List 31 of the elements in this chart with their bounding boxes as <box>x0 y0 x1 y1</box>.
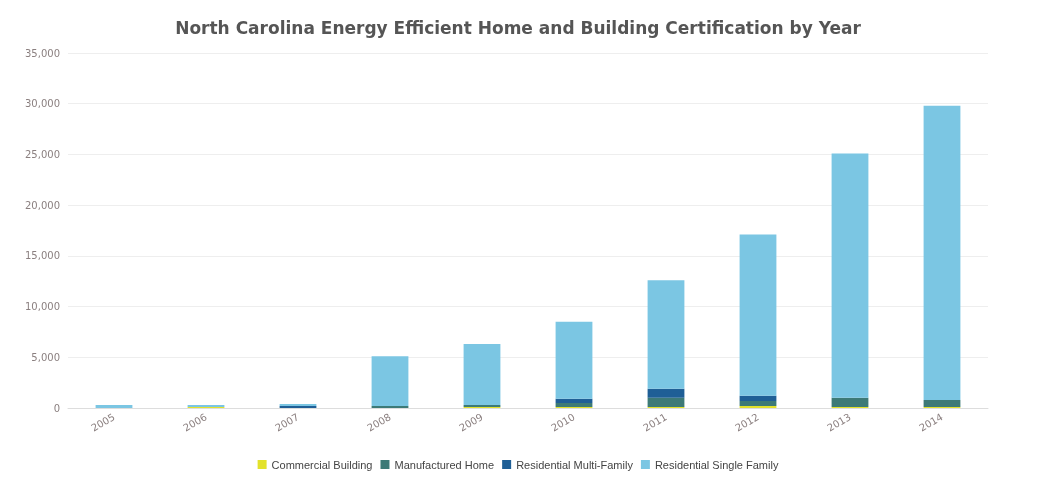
y-tick-label: 25,000 <box>25 148 60 160</box>
y-tick-label: 20,000 <box>25 199 60 211</box>
bar <box>555 321 593 399</box>
y-tick-label: 5,000 <box>31 351 60 363</box>
bar <box>739 395 777 401</box>
y-tick-label: 10,000 <box>25 301 60 313</box>
y-tick-label: 30,000 <box>25 98 60 110</box>
legend-label: Residential Multi-Family <box>516 458 634 471</box>
legend-label: Manufactured Home <box>394 458 495 471</box>
bar <box>95 404 133 408</box>
bar <box>555 402 593 407</box>
bar <box>463 344 501 405</box>
bar <box>923 399 961 407</box>
legend-label: Commercial Building <box>271 458 373 471</box>
y-tick-label: 35,000 <box>25 47 60 59</box>
bar <box>555 398 593 403</box>
bar <box>371 356 409 406</box>
bar <box>371 405 409 408</box>
bar <box>739 405 777 408</box>
bar <box>831 397 869 407</box>
y-tick-label: 15,000 <box>25 250 60 262</box>
bar <box>923 105 961 400</box>
bar <box>647 388 685 398</box>
bar <box>739 234 777 396</box>
chart-title: North Carolina Energy Efficient Home and Building Certification by Year <box>175 17 862 38</box>
bar <box>831 153 869 398</box>
bar <box>647 280 685 389</box>
legend-label: Residential Single Family <box>654 458 779 471</box>
y-tick-label: 0 <box>53 402 60 414</box>
bar <box>739 400 777 406</box>
bar <box>647 397 685 407</box>
